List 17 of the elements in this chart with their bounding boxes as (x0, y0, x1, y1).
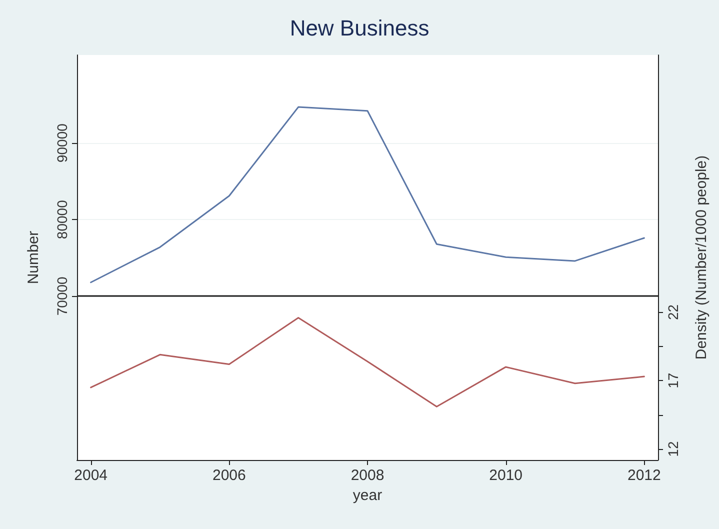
y2-tick-label: 17 (665, 372, 681, 388)
y-axis-title: Number (25, 230, 42, 284)
y-tick-label: 70000 (54, 276, 70, 316)
x-tick-label: 2010 (489, 467, 523, 484)
x-tick-label: 2004 (74, 467, 108, 484)
y-tick-label: 90000 (54, 123, 70, 163)
y2-tick-label: 22 (665, 304, 681, 320)
x-tick-label: 2012 (627, 467, 661, 484)
y2-axis-title: Density (Number/1000 people) (693, 155, 710, 360)
y-tick-label: 80000 (54, 200, 70, 240)
line-series (90, 316, 645, 408)
y2-tick-label: 12 (665, 441, 681, 457)
chart-title: New Business (290, 16, 430, 40)
x-tick-label: 2006 (212, 467, 246, 484)
x-tick-label: 2008 (350, 467, 384, 484)
x-axis-title: year (352, 486, 382, 504)
line-series (90, 106, 645, 284)
